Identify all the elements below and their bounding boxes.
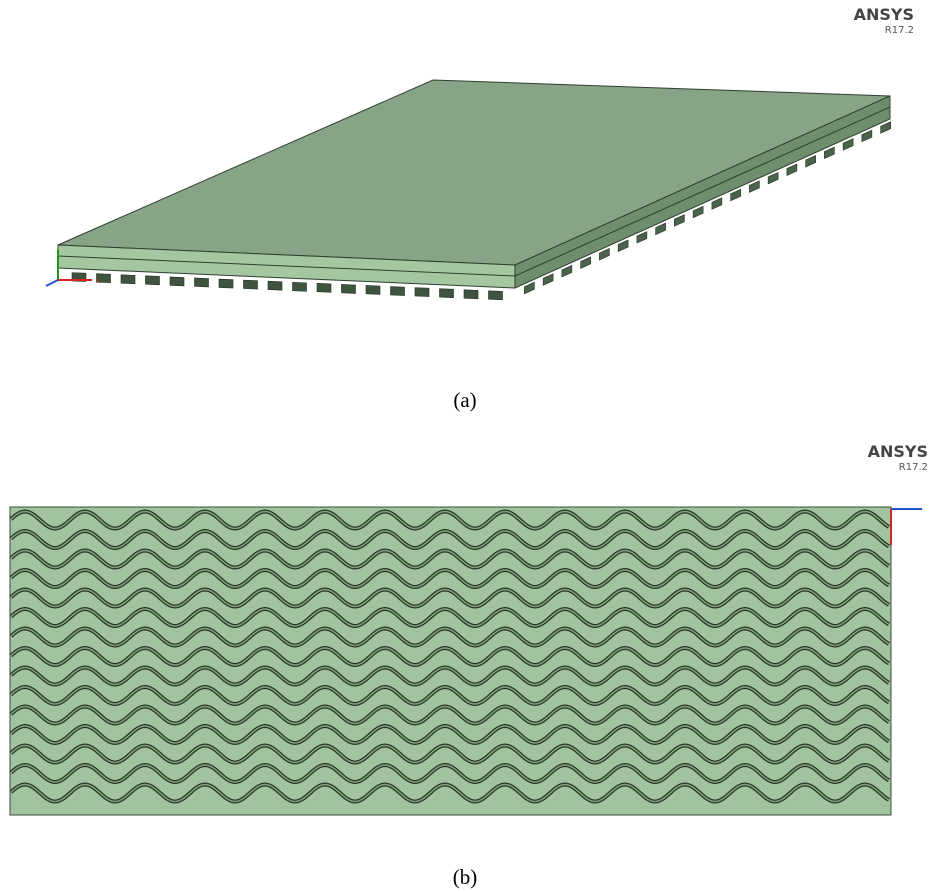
fin (464, 290, 478, 299)
axis-label: x (96, 277, 100, 285)
fin (843, 139, 853, 151)
fin (656, 223, 666, 235)
fin (342, 284, 356, 293)
plate-model (58, 80, 891, 300)
fin (293, 282, 307, 291)
fin (881, 122, 891, 134)
fin (391, 287, 405, 296)
fin (219, 279, 233, 288)
fin (562, 265, 572, 277)
fin (637, 232, 647, 244)
fin (195, 278, 209, 287)
fin (787, 164, 797, 176)
fin (317, 283, 331, 292)
axis-z (46, 280, 58, 286)
fin (170, 277, 184, 286)
fin (524, 282, 534, 294)
fin (618, 240, 628, 252)
fin (440, 289, 454, 298)
fin (543, 274, 553, 286)
fin (415, 288, 429, 297)
figure: ANSYS R17.2 x (a) ANSYS R17.2 (b) (0, 0, 930, 892)
caption: (a) (453, 388, 476, 412)
logo: ANSYS (868, 442, 928, 461)
fin (268, 281, 282, 290)
logo: ANSYS (854, 5, 914, 24)
fin (862, 130, 872, 142)
fin (806, 156, 816, 168)
version: R17.2 (899, 462, 928, 473)
fin (693, 206, 703, 218)
version: R17.2 (885, 25, 914, 36)
fin (121, 275, 135, 284)
fin (581, 257, 591, 269)
fin (731, 189, 741, 201)
fin (824, 147, 834, 159)
fin (146, 276, 160, 285)
fin (674, 215, 684, 227)
fin (749, 181, 759, 193)
fin (489, 291, 503, 300)
fin (599, 248, 609, 260)
fin (768, 172, 778, 184)
fin (244, 280, 258, 289)
fin (712, 198, 722, 210)
caption: (b) (453, 865, 478, 889)
axis-triad (891, 509, 922, 545)
fin (366, 285, 380, 294)
